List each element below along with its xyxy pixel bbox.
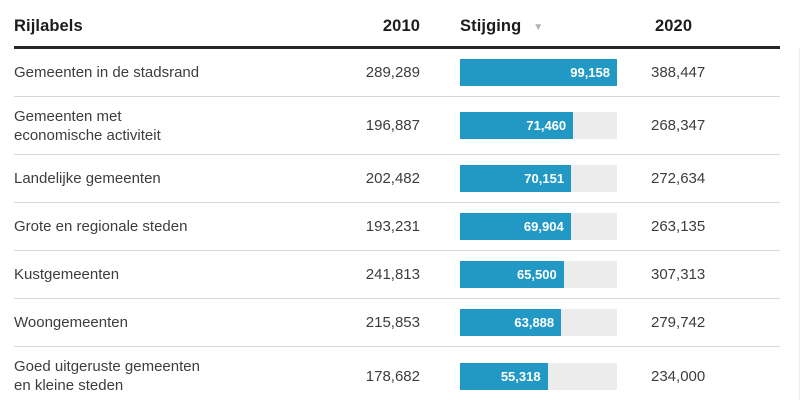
value-2020: 307,313 bbox=[651, 266, 706, 283]
data-bar-track: 63,888 bbox=[460, 309, 617, 336]
stijging-value-label: 55,318 bbox=[500, 368, 541, 384]
table-row[interactable]: Grote en regionale steden 193,231 69,904… bbox=[14, 203, 780, 251]
data-bar-track: 65,500 bbox=[460, 261, 617, 288]
table-row[interactable]: Woongemeenten 215,853 63,888 279,742 bbox=[14, 299, 780, 347]
data-bar-fill: 55,318 bbox=[460, 362, 548, 390]
row-label: Woongemeenten bbox=[14, 314, 128, 331]
value-2010: 215,853 bbox=[365, 314, 420, 331]
data-bar-fill: 71,460 bbox=[460, 112, 574, 139]
stijging-value-label: 65,500 bbox=[516, 267, 557, 282]
value-2020: 268,347 bbox=[651, 117, 706, 134]
value-2020: 388,447 bbox=[651, 64, 706, 81]
data-bar-fill: 63,888 bbox=[460, 309, 562, 336]
data-bar-fill: 69,904 bbox=[460, 213, 571, 240]
row-label: Gemeenten met economische activiteit bbox=[14, 107, 161, 144]
value-2010: 202,482 bbox=[365, 170, 420, 187]
stijging-bar-cell: 99,158 bbox=[420, 59, 617, 86]
column-header-stijging-label: Stijging bbox=[460, 16, 522, 35]
row-label: Gemeenten in de stadsrand bbox=[14, 64, 200, 81]
column-header-2020[interactable]: 2020 bbox=[655, 16, 693, 35]
stijging-value-label: 69,904 bbox=[523, 219, 564, 234]
row-label: Landelijke gemeenten bbox=[14, 170, 161, 187]
table-body: Gemeenten in de stadsrand 289,289 99,158… bbox=[14, 49, 800, 400]
value-2010: 241,813 bbox=[365, 266, 420, 283]
data-bar-track: 71,460 bbox=[460, 112, 617, 139]
table-row[interactable]: Landelijke gemeenten 202,482 70,151 272,… bbox=[14, 155, 780, 203]
stijging-value-label: 99,158 bbox=[570, 65, 610, 80]
stijging-value-label: 70,151 bbox=[524, 171, 565, 186]
value-2020: 272,634 bbox=[651, 170, 706, 187]
stijging-bar-cell: 70,151 bbox=[420, 165, 617, 192]
value-2020: 279,742 bbox=[651, 314, 706, 331]
stijging-value-label: 63,888 bbox=[514, 315, 555, 330]
stijging-bar-cell: 63,888 bbox=[420, 309, 617, 336]
row-label: Goed uitgeruste gemeenten en kleine sted… bbox=[14, 358, 200, 394]
table-row[interactable]: Gemeenten met economische activiteit 196… bbox=[14, 97, 780, 155]
data-bar-fill: 65,500 bbox=[460, 261, 564, 288]
data-bar-track: 99,158 bbox=[460, 59, 617, 86]
stijging-bar-cell: 65,500 bbox=[420, 261, 617, 288]
data-bar-track: 69,904 bbox=[460, 213, 617, 240]
stijging-bar-cell: 71,460 bbox=[420, 112, 617, 139]
value-2020: 263,135 bbox=[651, 218, 706, 235]
value-2010: 193,231 bbox=[365, 218, 420, 235]
table-row[interactable]: Goed uitgeruste gemeenten en kleine sted… bbox=[14, 347, 780, 400]
data-bar-fill: 99,158 bbox=[460, 59, 617, 86]
value-2020: 234,000 bbox=[651, 367, 706, 385]
value-2010: 178,682 bbox=[365, 367, 420, 385]
row-label: Kustgemeenten bbox=[14, 266, 120, 283]
data-bar-track: 55,318 bbox=[460, 362, 617, 390]
data-bar-track: 70,151 bbox=[460, 165, 617, 192]
value-2010: 289,289 bbox=[365, 64, 420, 81]
stijging-bar-cell: 55,318 bbox=[420, 362, 617, 390]
data-bar-fill: 70,151 bbox=[460, 165, 572, 192]
row-label: Grote en regionale steden bbox=[14, 218, 188, 235]
table-row[interactable]: Kustgemeenten 241,813 65,500 307,313 bbox=[14, 251, 780, 299]
column-header-2010[interactable]: 2010 bbox=[382, 16, 420, 35]
value-2010: 196,887 bbox=[365, 117, 420, 134]
sort-descending-icon[interactable]: ▼ bbox=[533, 21, 544, 33]
stijging-value-label: 71,460 bbox=[526, 118, 567, 133]
column-header-rijlabels[interactable]: Rijlabels bbox=[14, 16, 83, 35]
table-header-row: Rijlabels 2010 Stijging ▼ 2020 bbox=[14, 6, 780, 49]
stijging-bar-cell: 69,904 bbox=[420, 213, 617, 240]
column-header-stijging[interactable]: Stijging ▼ bbox=[420, 17, 617, 36]
table-row[interactable]: Gemeenten in de stadsrand 289,289 99,158… bbox=[14, 49, 780, 97]
